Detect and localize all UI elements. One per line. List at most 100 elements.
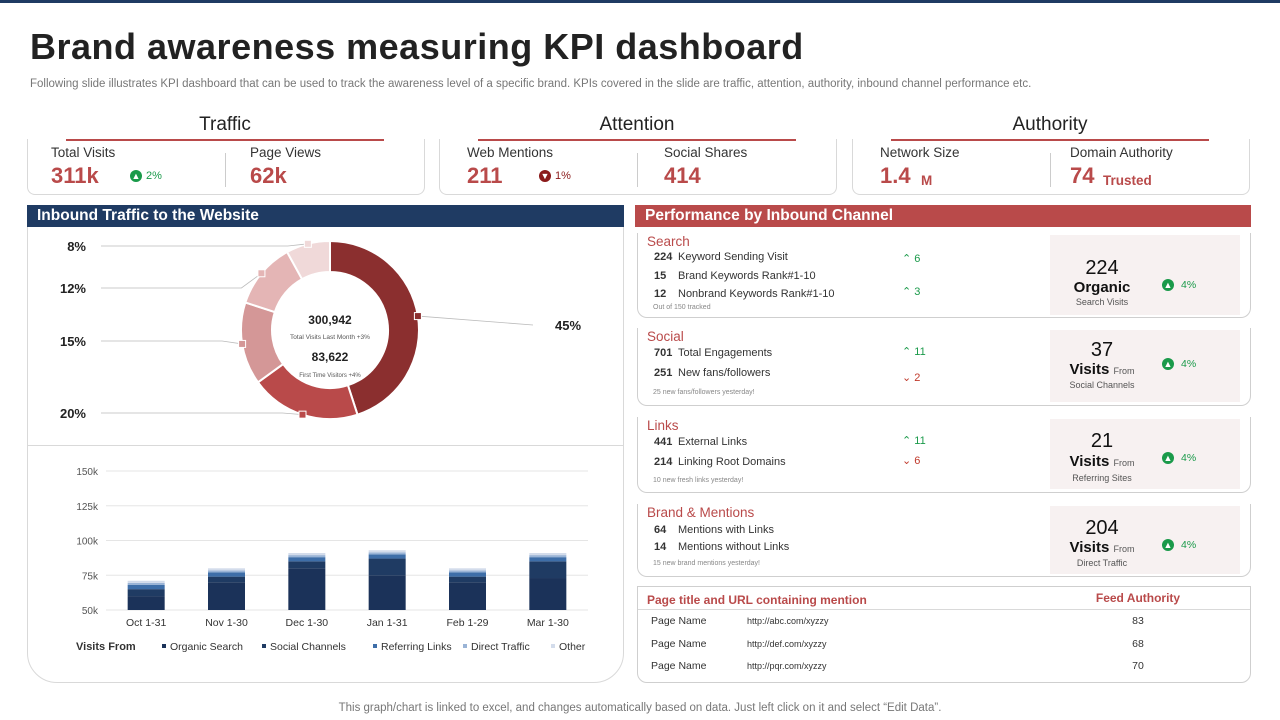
row-label: Linking Root Domains [678, 456, 786, 468]
list-item: 224 Keyword Sending Visit [654, 251, 788, 263]
bar-segment[interactable] [529, 578, 567, 610]
card-change-text: 4% [1181, 539, 1197, 551]
card-word-text: Visits [1069, 453, 1110, 470]
bar-segment[interactable] [127, 584, 165, 590]
row-label: Nonbrand Keywords Rank#1-10 [678, 288, 835, 300]
bar-segment[interactable] [449, 568, 486, 571]
bar-segment[interactable] [208, 572, 245, 577]
card-subtitle: Search Visits [1075, 297, 1129, 307]
channel-title: Brand & Mentions [647, 505, 755, 520]
table-header-page: Page title and URL containing mention [647, 593, 867, 607]
channel-note: 10 new fresh links yesterday! [653, 477, 744, 484]
card-subtitle: Social Channels [1069, 380, 1135, 390]
donut-percent-label: 12% [60, 281, 86, 296]
authority-cell: 70 [1132, 660, 1144, 672]
donut-slice[interactable] [285, 239, 331, 281]
card-number: 37 [1090, 339, 1114, 361]
bar-segment[interactable] [208, 570, 245, 573]
bar-segment[interactable] [127, 589, 165, 597]
kpi-traffic-rule [66, 139, 384, 141]
arrow-up-icon: ▲ [1162, 452, 1174, 465]
channel-title: Search [647, 234, 690, 249]
total-visits-change: ▲ 2% [130, 170, 162, 183]
bar-segment[interactable] [529, 557, 567, 562]
web-mentions-change: ▼ 1% [539, 170, 571, 183]
channel-note: 25 new fans/followers yesterday! [653, 389, 755, 396]
top-accent-bar [0, 0, 1280, 3]
url-cell[interactable]: http://abc.com/xyzzy [747, 616, 829, 626]
bar-segment[interactable] [288, 568, 326, 610]
bar-segment[interactable] [529, 555, 567, 558]
bar-segment[interactable] [368, 575, 406, 610]
row-value: 64 [654, 524, 667, 536]
bar-segment[interactable] [127, 582, 165, 585]
bar-segment[interactable] [449, 576, 486, 583]
donut-leader-line [101, 243, 308, 247]
bar-segment[interactable] [449, 582, 486, 610]
bar-segment[interactable] [288, 553, 326, 556]
kpi-attention-heading: Attention [452, 114, 822, 141]
bar-segment[interactable] [288, 555, 326, 558]
bar-segment[interactable] [127, 580, 165, 583]
donut-percent-label: 8% [67, 239, 86, 254]
bar-segment[interactable] [529, 561, 567, 579]
bar-segment[interactable] [368, 558, 406, 576]
web-mentions-change-text: 1% [555, 170, 571, 182]
donut-marker [303, 239, 312, 248]
bar-segment[interactable] [529, 553, 567, 556]
card-word-text: Visits [1069, 539, 1110, 556]
legend-swatch [463, 644, 467, 648]
page-subtitle: Following slide illustrates KPI dashboar… [30, 78, 1032, 90]
donut-marker [257, 269, 266, 278]
bar-segment[interactable] [449, 572, 486, 577]
bar-segment[interactable] [368, 550, 406, 553]
url-cell[interactable]: http://def.com/xyzzy [747, 639, 827, 649]
authority-cell: 68 [1132, 638, 1144, 650]
donut-first-value: 83,622 [312, 350, 349, 364]
inbound-traffic-header: Inbound Traffic to the Website [27, 205, 624, 227]
arrow-down-icon: ▼ [539, 170, 551, 183]
legend-label[interactable]: Organic Search [170, 641, 243, 653]
row-label: Mentions without Links [678, 541, 790, 553]
arrow-up-icon: ▲ [130, 170, 142, 183]
bar-segment[interactable] [288, 561, 326, 569]
domain-authority-label: Domain Authority [1070, 145, 1173, 160]
bar-segment[interactable] [127, 596, 165, 610]
donut-slice[interactable] [329, 239, 420, 416]
legend-label[interactable]: Direct Traffic [471, 641, 530, 653]
page-name-cell: Page Name [651, 615, 707, 627]
list-item: 12 Nonbrand Keywords Rank#1-10 [654, 288, 835, 300]
card-subtitle: Referring Sites [1072, 473, 1132, 483]
bar-segment[interactable] [449, 570, 486, 573]
bar-segment[interactable] [288, 557, 326, 562]
trend-up-indicator: ⌃ 11 [902, 435, 926, 447]
bar-segment[interactable] [208, 582, 245, 610]
total-visits-value: 311k [51, 163, 99, 188]
row-label: Brand Keywords Rank#1-10 [678, 270, 816, 282]
kpi-attention-title: Attention [599, 114, 675, 135]
row-value: 12 [654, 288, 667, 300]
legend-label[interactable]: Referring Links [381, 641, 452, 653]
trend-value: 11 [914, 346, 926, 358]
channel-title: Links [647, 418, 679, 433]
legend-label[interactable]: Other [559, 641, 586, 653]
table-header-authority: Feed Authority [1095, 591, 1181, 605]
trend-value: 3 [914, 286, 921, 298]
row-label: Keyword Sending Visit [678, 251, 788, 263]
bar-segment[interactable] [208, 568, 245, 571]
legend-label[interactable]: Social Channels [270, 641, 346, 653]
web-mentions-label: Web Mentions [467, 145, 554, 160]
list-item: 14 Mentions without Links [654, 541, 789, 553]
url-cell[interactable]: http://pqr.com/xyzzy [747, 661, 827, 671]
card-word: Visits From [1050, 361, 1154, 378]
y-tick-label: 100k [76, 537, 99, 548]
bar-segment[interactable] [368, 552, 406, 555]
social-shares-label: Social Shares [664, 145, 748, 160]
legend-swatch [373, 644, 377, 648]
legend-swatch [262, 644, 266, 648]
row-value: 701 [654, 347, 673, 359]
donut-first-label: First Time Visitors +4% [299, 373, 361, 379]
bar-segment[interactable] [208, 576, 245, 583]
bar-segment[interactable] [368, 554, 406, 559]
total-visits-label: Total Visits [51, 145, 116, 160]
